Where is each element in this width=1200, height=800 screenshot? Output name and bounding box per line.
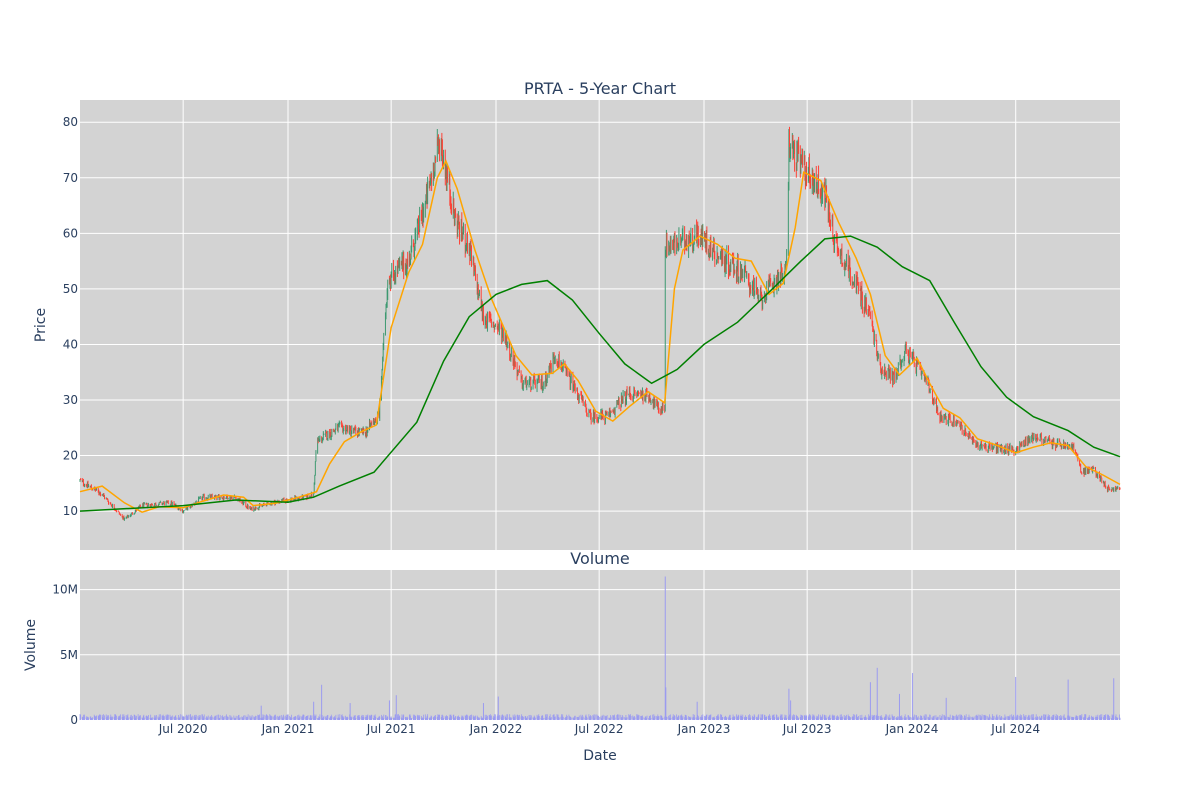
volume-y-tick-label: 10M <box>52 583 78 597</box>
date-tick-label: Jul 2021 <box>366 722 416 736</box>
date-tick-label: Jul 2024 <box>990 722 1040 736</box>
moving-average-short-line <box>79 159 1121 514</box>
price-y-tick-label: 10 <box>63 504 78 518</box>
date-axis-title: Date <box>583 748 616 764</box>
moving-average-long-line <box>79 235 1121 512</box>
date-tick-label: Jul 2022 <box>574 722 624 736</box>
price-y-tick-label: 40 <box>63 337 78 351</box>
price-gridlines <box>80 100 1120 550</box>
date-tick-label: Jan 2022 <box>469 722 523 736</box>
date-tick-label: Jul 2020 <box>158 722 208 736</box>
date-tick-label: Jan 2023 <box>677 722 731 736</box>
date-tick-label: Jul 2023 <box>782 722 832 736</box>
price-y-tick-label: 20 <box>63 449 78 463</box>
price-y-tick-label: 70 <box>63 171 78 185</box>
price-y-tick-label: 60 <box>63 226 78 240</box>
price-plot-area <box>80 100 1120 550</box>
volume-bars <box>79 576 1121 720</box>
moving-averages <box>79 159 1121 514</box>
date-tick-label: Jan 2024 <box>885 722 939 736</box>
date-tick-labels: Jul 2020 Jan 2021 Jul 2021 Jan 2022 Jul 2022… <box>158 722 1040 736</box>
volume-subplot-title: Volume <box>570 549 630 568</box>
price-y-tick-label: 30 <box>63 393 78 407</box>
volume-axis-title: Volume <box>23 619 39 671</box>
price-y-tick-label: 80 <box>63 115 78 129</box>
price-y-tick-labels: 10 20 30 40 50 60 70 80 <box>63 115 78 518</box>
date-tick-label: Jan 2021 <box>261 722 315 736</box>
volume-y-tick-label: 0 <box>70 713 78 727</box>
volume-y-tick-label: 5M <box>60 648 78 662</box>
price-axis-title: Price <box>33 308 49 342</box>
volume-y-tick-labels: 0 5M 10M <box>52 583 78 727</box>
price-y-tick-label: 50 <box>63 282 78 296</box>
chart-title: PRTA - 5-Year Chart <box>524 79 676 98</box>
volume-plot-area <box>80 570 1120 720</box>
